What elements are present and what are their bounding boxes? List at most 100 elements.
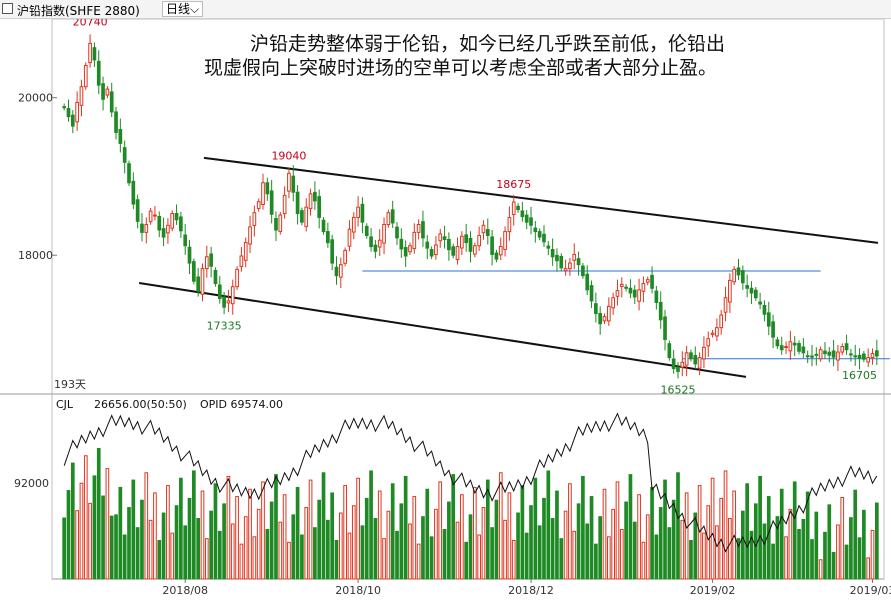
candle-body: [792, 342, 797, 346]
volume-bar: [676, 472, 680, 580]
candle-body: [658, 301, 663, 321]
volume-bar: [429, 536, 434, 580]
candle-body: [377, 239, 382, 248]
candle-body: [874, 350, 879, 357]
candle-body: [282, 194, 287, 215]
candle-body: [62, 106, 67, 109]
volume-bar: [192, 470, 196, 580]
volume-bar: [377, 490, 382, 580]
volume-bar: [239, 543, 244, 580]
volume-indicator-value: 26656.00(50:50): [94, 398, 187, 411]
candle-body: [438, 233, 443, 242]
candle-body: [235, 268, 239, 288]
candle-body: [550, 249, 555, 258]
candle-body: [693, 355, 698, 365]
volume-bar: [105, 468, 110, 580]
candle-body: [166, 224, 170, 234]
candle-body: [563, 268, 568, 272]
volume-bar: [710, 477, 715, 580]
volume-bar: [792, 481, 797, 580]
volume-bar: [874, 502, 879, 580]
volume-bar: [144, 472, 149, 580]
volume-bar: [421, 516, 425, 580]
candle-body: [680, 361, 685, 368]
volume-bar: [589, 496, 594, 580]
candle-body: [788, 341, 793, 352]
volume-bar: [334, 539, 339, 580]
candle-body: [736, 267, 741, 276]
annotation-line-2: 现虚假向上突破时进场的空单可以考虑全部或者大部分止盈。: [204, 57, 717, 79]
volume-bar: [395, 530, 399, 580]
candle-body: [667, 343, 672, 359]
candle-body: [92, 47, 97, 61]
volume-bar: [485, 479, 490, 580]
volume-bar: [771, 543, 775, 580]
candle-body: [853, 355, 858, 358]
volume-bar: [762, 523, 767, 580]
volume-bar: [550, 518, 555, 580]
volume-bar: [416, 543, 421, 580]
x-tick-label: 2018/12: [508, 584, 554, 597]
volume-bar: [464, 541, 469, 580]
volume-bar: [507, 492, 512, 580]
volume-bar: [650, 486, 654, 580]
volume-bar: [602, 488, 607, 580]
volume-bar: [140, 499, 144, 580]
volume-bar: [555, 490, 559, 580]
candle-body: [364, 225, 369, 237]
volume-bar: [248, 488, 252, 580]
volume-bar: [516, 512, 520, 580]
candle-body: [170, 212, 175, 229]
volume-bar: [758, 475, 762, 580]
volume-bar: [274, 474, 278, 580]
candle-body: [382, 224, 386, 244]
price-level-label: 17335: [207, 320, 242, 333]
chart-header: 沪铅指数(SHFE 2880) 日线⌵: [0, 0, 891, 19]
candle-body: [451, 246, 456, 256]
volume-bar: [836, 524, 840, 580]
volume-bar: [360, 525, 365, 580]
volume-bar: [740, 510, 745, 580]
volume-bar: [338, 512, 343, 580]
candle-body: [494, 252, 499, 260]
volume-bar: [749, 530, 754, 580]
volume-bar: [243, 516, 248, 580]
volume-bar: [187, 497, 192, 580]
candle-body: [559, 255, 564, 269]
volume-bar: [183, 525, 188, 580]
candle-body: [183, 234, 188, 247]
volume-bar: [209, 510, 213, 580]
candle-body: [360, 203, 365, 223]
volume-bar: [862, 509, 866, 580]
volume-bar: [70, 462, 75, 580]
candle-body: [723, 297, 728, 313]
candle-body: [715, 327, 719, 337]
volume-bar: [79, 482, 84, 580]
candle-body: [477, 235, 481, 247]
volume-bar: [810, 539, 814, 580]
volume-bar: [667, 527, 672, 580]
volume-bar: [814, 511, 819, 580]
candle-body: [632, 289, 637, 298]
candle-body: [710, 332, 715, 335]
instrument-title: 沪铅指数(SHFE 2880): [17, 4, 140, 18]
candle-body: [447, 238, 451, 251]
volume-bar: [524, 532, 529, 580]
candle-body: [291, 175, 296, 193]
period-dropdown[interactable]: 日线⌵: [162, 1, 204, 17]
candle-body: [827, 351, 832, 356]
volume-bar: [745, 483, 749, 580]
volume-bar: [706, 505, 711, 580]
volume-bar: [840, 497, 845, 580]
candle-body: [153, 214, 157, 217]
volume-bar: [122, 534, 127, 580]
candle-body: [619, 283, 624, 287]
volume-bar: [390, 483, 395, 580]
volume-bar: [455, 521, 460, 580]
volume-bar: [568, 483, 572, 580]
volume-bar: [870, 529, 875, 580]
candle-body: [313, 191, 317, 202]
candle-body: [490, 236, 494, 255]
volume-bar: [92, 475, 97, 580]
candle-body: [745, 285, 749, 289]
